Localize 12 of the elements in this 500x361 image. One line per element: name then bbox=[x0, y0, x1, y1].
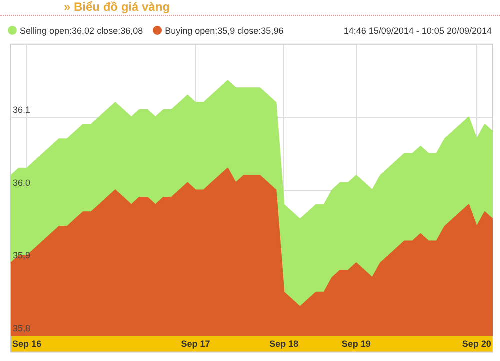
x-tick-label: Sep 18 bbox=[270, 339, 299, 350]
x-tick-label: Sep 19 bbox=[342, 339, 371, 350]
x-tick-label: Sep 16 bbox=[12, 339, 42, 350]
legend-label: Buying open:35,9 close:35,96 bbox=[164, 26, 284, 36]
x-tick-label: Sep 17 bbox=[181, 339, 210, 350]
chart-title: » Biểu đồ giá vàng bbox=[64, 0, 170, 14]
text: 14:46 15/09/2014 - 10:05 20/09/2014 bbox=[344, 26, 492, 36]
y-tick-label: 35,8 bbox=[13, 324, 31, 334]
x-tick-label: Sep 20 bbox=[462, 339, 492, 350]
legend-label: Selling open:36,02 close:36,08 bbox=[19, 26, 144, 36]
y-tick-label: 36,1 bbox=[13, 104, 31, 115]
y-tick-label: 36,0 bbox=[13, 178, 31, 188]
